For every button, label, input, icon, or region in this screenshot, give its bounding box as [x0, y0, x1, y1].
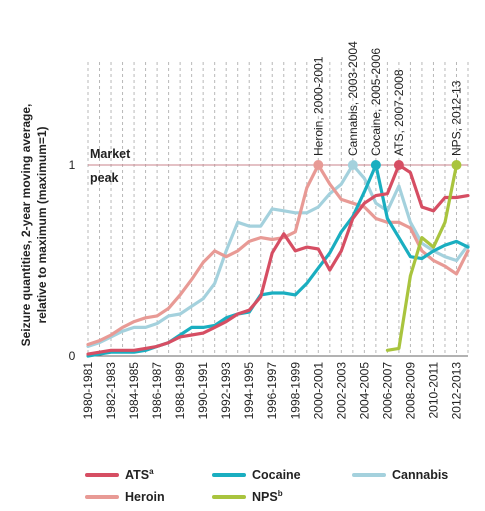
x-tick-label: 1994-1995: [242, 362, 256, 420]
series-line-ats: [86, 163, 470, 356]
peak-marker-nps: [451, 160, 462, 170]
x-tick-label: 1996-1997: [265, 362, 279, 420]
series-line-cannabis: [86, 163, 470, 348]
peak-annotation-cocaine: Cocaine, 2005-2006: [369, 48, 383, 156]
x-tick-label: 2010-2011: [426, 362, 440, 419]
y-tick-labels: 01: [69, 158, 76, 363]
legend-swatch-cocaine: [212, 473, 246, 477]
x-tick-label: 2008-2009: [403, 362, 417, 420]
legend-swatch-heroin: [85, 495, 119, 499]
peak-marker-heroin: [313, 160, 324, 170]
x-tick-label: 2006-2007: [380, 362, 394, 420]
legend-item-cocaine: Cocaine: [212, 466, 301, 484]
market-peak-label-line2: peak: [90, 171, 119, 185]
legend-swatch-ats: [85, 473, 119, 477]
x-tick-label: 2012-2013: [449, 362, 463, 420]
series-line-heroin: [86, 163, 470, 347]
legend: ATSa Cocaine Cannabis Heroin NPSb: [0, 460, 485, 510]
x-tick-label: 1990-1991: [196, 362, 210, 420]
market-peak-label-line1: Market: [90, 147, 131, 161]
x-tick-label: 1982-1983: [104, 362, 118, 420]
y-tick-label: 1: [69, 158, 76, 172]
x-tick-label: 1998-1999: [288, 362, 302, 420]
peak-annotation-nps: NPS, 2012-13: [449, 80, 463, 156]
legend-item-nps: NPSb: [212, 488, 283, 506]
peak-annotations: ATS, 2007-2008 Cocaine, 2005-2006 Cannabis…: [311, 41, 463, 156]
peak-markers: [313, 160, 462, 170]
peak-marker-cocaine: [370, 160, 381, 170]
peak-annotation-heroin: Heroin, 2000-2001: [311, 56, 325, 156]
x-tick-label: 1986-1987: [150, 362, 164, 420]
x-tick-label: 1988-1989: [173, 362, 187, 420]
peak-marker-ats: [393, 160, 404, 170]
legend-swatch-nps: [212, 495, 246, 499]
legend-swatch-cannabis: [352, 473, 386, 477]
series-line-nps: [385, 163, 459, 352]
x-tick-label: 2002-2003: [334, 362, 348, 420]
x-tick-label: 2000-2001: [311, 362, 325, 420]
x-tick-label: 1984-1985: [127, 362, 141, 420]
x-tick-label: 2004-2005: [357, 362, 371, 420]
legend-label-ats: ATSa: [125, 467, 154, 483]
peak-annotation-ats: ATS, 2007-2008: [392, 69, 406, 156]
legend-item-heroin: Heroin: [85, 488, 165, 506]
legend-item-cannabis: Cannabis: [352, 466, 448, 484]
legend-item-ats: ATSa: [85, 466, 154, 484]
y-axis-label-line2: relative to maximum (maximum=1): [35, 126, 49, 323]
legend-label-cocaine: Cocaine: [252, 468, 301, 482]
x-tick-label: 1992-1993: [219, 362, 233, 420]
peak-marker-cannabis: [347, 160, 358, 170]
chart: ATS, 2007-2008 Cocaine, 2005-2006 Cannabis…: [19, 41, 470, 420]
series-lines: [86, 163, 470, 358]
y-axis-label-line1: Seizure quantities, 2-year moving averag…: [19, 104, 33, 347]
y-tick-label: 0: [69, 349, 76, 363]
legend-label-cannabis: Cannabis: [392, 468, 449, 482]
peak-annotation-cannabis: Cannabis, 2003-2004: [346, 41, 360, 156]
legend-label-nps: NPSb: [252, 489, 283, 505]
legend-label-heroin: Heroin: [125, 490, 165, 504]
x-tick-label: 1980-1981: [81, 362, 95, 420]
x-tick-labels: 1980-1981 1982-1983 1984-1985 1986-1987 1988…: [81, 362, 463, 420]
